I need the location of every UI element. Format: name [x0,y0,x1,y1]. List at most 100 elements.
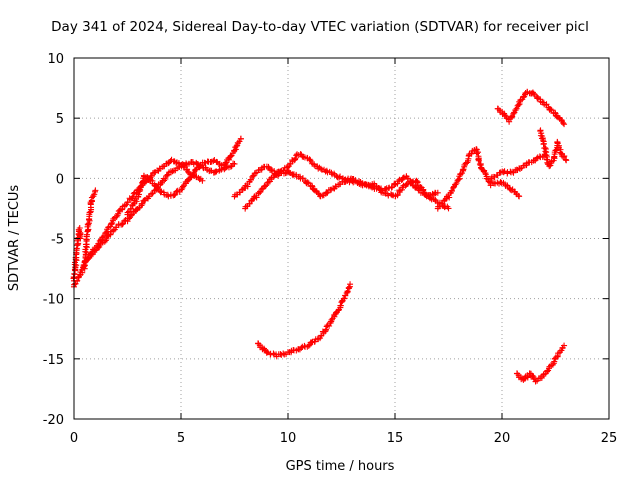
data-point [249,173,256,180]
data-point [485,178,492,185]
data-point [412,184,419,191]
data-point [119,221,126,228]
data-point [99,234,106,241]
data-point [420,189,427,196]
data-point [548,107,555,114]
data-point [120,220,127,227]
series-track-c [124,135,244,218]
data-point [529,372,536,379]
data-point [199,177,206,184]
data-point [560,119,567,126]
data-point [445,205,452,212]
y-axis-label: SDTVAR / TECUs [7,185,22,292]
chart-title: Day 341 of 2024, Sidereal Day-to-day VTE… [51,19,589,35]
data-point [453,180,460,187]
data-point [231,160,238,167]
data-point [261,183,268,190]
x-tick-label: 10 [280,431,297,446]
data-point [103,229,110,236]
data-point [92,187,99,194]
data-point [84,221,91,228]
data-point [459,166,466,173]
data-point [540,141,547,148]
data-point [169,168,176,175]
y-tick-label: 5 [56,112,64,127]
data-point [304,179,311,186]
series-track-h [494,88,568,128]
data-points [70,88,570,385]
data-point [179,161,186,168]
data-point [359,180,366,187]
data-point [298,344,305,351]
x-tick-label: 15 [387,431,404,446]
data-point [81,261,88,268]
data-point [512,107,519,114]
data-point [154,184,161,191]
data-point [171,192,178,199]
data-point [148,173,155,180]
data-point [501,112,508,119]
data-point [135,191,142,198]
data-point [510,110,517,117]
x-axis-label: GPS time / hours [286,459,395,474]
data-point [115,210,122,217]
data-point [263,349,270,356]
data-point [377,186,384,193]
data-point [328,169,335,176]
x-tick-label: 5 [177,431,185,446]
data-point [455,176,462,183]
data-point [127,212,134,219]
data-point [497,179,504,186]
data-point [395,178,402,185]
data-point [227,163,234,170]
data-point [190,170,197,177]
data-point [317,165,324,172]
data-point [452,181,459,188]
data-point [553,113,560,120]
data-point [129,193,136,200]
data-point [475,157,482,164]
data-point [237,135,244,142]
data-point [103,235,110,242]
data-point [563,157,570,164]
data-point [95,241,102,248]
data-point [263,182,270,189]
data-point [139,200,146,207]
data-point [227,153,234,160]
data-point [449,185,456,192]
series-track-k [81,187,99,272]
data-point [257,189,264,196]
x-tick-label: 25 [601,431,618,446]
data-point [561,342,568,349]
data-point [210,158,217,165]
series-track-j [70,224,84,284]
data-point [336,174,343,181]
series-track-l [255,281,354,360]
series-track-e [242,168,441,212]
data-point [509,113,516,120]
data-point [547,106,554,113]
data-point [328,316,335,323]
data-point [96,237,103,244]
data-point [513,105,520,112]
x-tick-label: 20 [494,431,511,446]
data-point [347,281,354,288]
data-point [546,163,553,170]
data-point [82,241,89,248]
data-point [326,322,333,329]
x-tick-label: 0 [70,431,78,446]
data-point [516,193,523,200]
data-point [508,187,515,194]
data-point [341,295,348,302]
data-point [172,191,179,198]
data-point [83,249,90,256]
data-point [100,233,107,240]
data-point [305,180,312,187]
data-point [324,189,331,196]
data-point [337,302,344,309]
axes: 0 5 10 15 20 25 -20 -15 -10 -5 0 5 10 [43,52,618,446]
data-point [163,172,170,179]
data-point [179,183,186,190]
y-tick-label: -5 [51,233,64,248]
